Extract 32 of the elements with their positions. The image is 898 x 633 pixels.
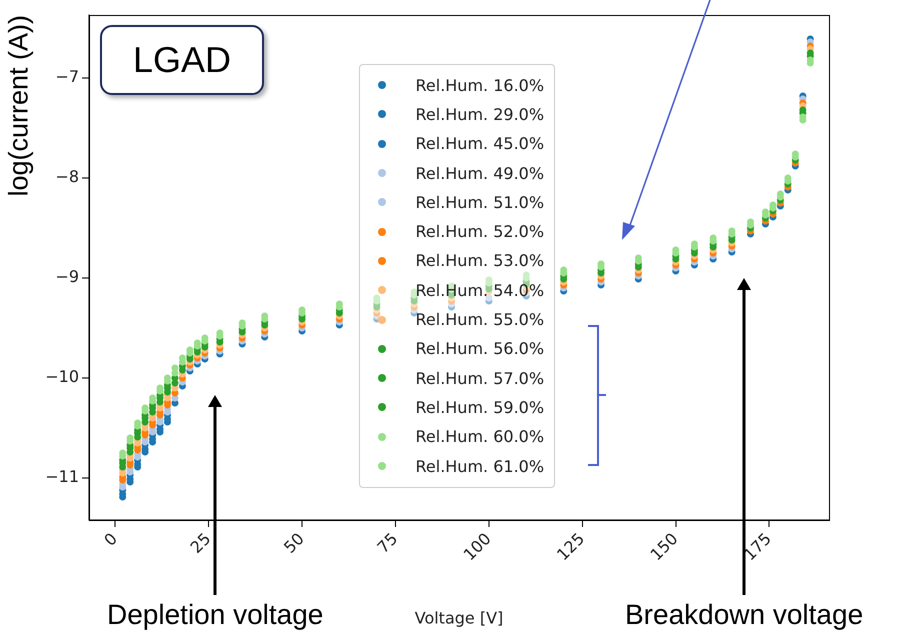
legend-label: Rel.Hum. 61.0%: [416, 456, 544, 476]
text: Depletion voltage: [107, 599, 324, 631]
legend-label: Rel.Hum. 57.0%: [416, 368, 544, 388]
x-tick-label: 100: [460, 529, 495, 564]
legend-label: Rel.Hum. 60.0%: [416, 427, 544, 446]
annotation: LGAD: [100, 25, 264, 95]
x-tick-label: 25: [186, 529, 214, 557]
legend-label: Rel.Hum. 16.0%: [416, 76, 544, 95]
legend-label: Rel.Hum. 55.0%: [416, 310, 544, 330]
legend-label: Rel.Hum. 53.0%: [416, 251, 544, 270]
y-tick-label: −10: [45, 367, 79, 386]
y-tick-label: −8: [55, 167, 79, 186]
x-tick-label: 75: [373, 529, 402, 557]
legend-label: Rel.Hum. 56.0%: [416, 339, 544, 358]
y-tick-label: −7: [55, 67, 79, 86]
x-tick-label: 150: [646, 529, 682, 564]
legend-label: Rel.Hum. 59.0%: [416, 398, 544, 417]
x-tick-label: 125: [553, 529, 588, 564]
text: Breakdown voltage: [625, 599, 864, 631]
x-tick-label: 175: [740, 529, 775, 564]
legend-label: Rel.Hum. 51.0%: [416, 192, 544, 212]
x-axis-title: Voltage [V]: [414, 608, 504, 628]
y-tick-label: −9: [55, 267, 79, 286]
y-axis-title: log(current (A)): [4, 15, 34, 197]
legend-label: Rel.Hum. 29.0%: [416, 104, 544, 124]
legend-label: Rel.Hum. 45.0%: [416, 134, 544, 154]
legend-label: Rel.Hum. 49.0%: [416, 164, 544, 183]
x-tick-label: 50: [280, 529, 308, 557]
legend-label: Rel.Hum. 54.0%: [416, 280, 544, 300]
x-tick-label: 0: [100, 529, 121, 550]
legend-label: Rel.Hum. 52.0%: [416, 222, 544, 242]
y-tick-label: −11: [45, 467, 79, 486]
